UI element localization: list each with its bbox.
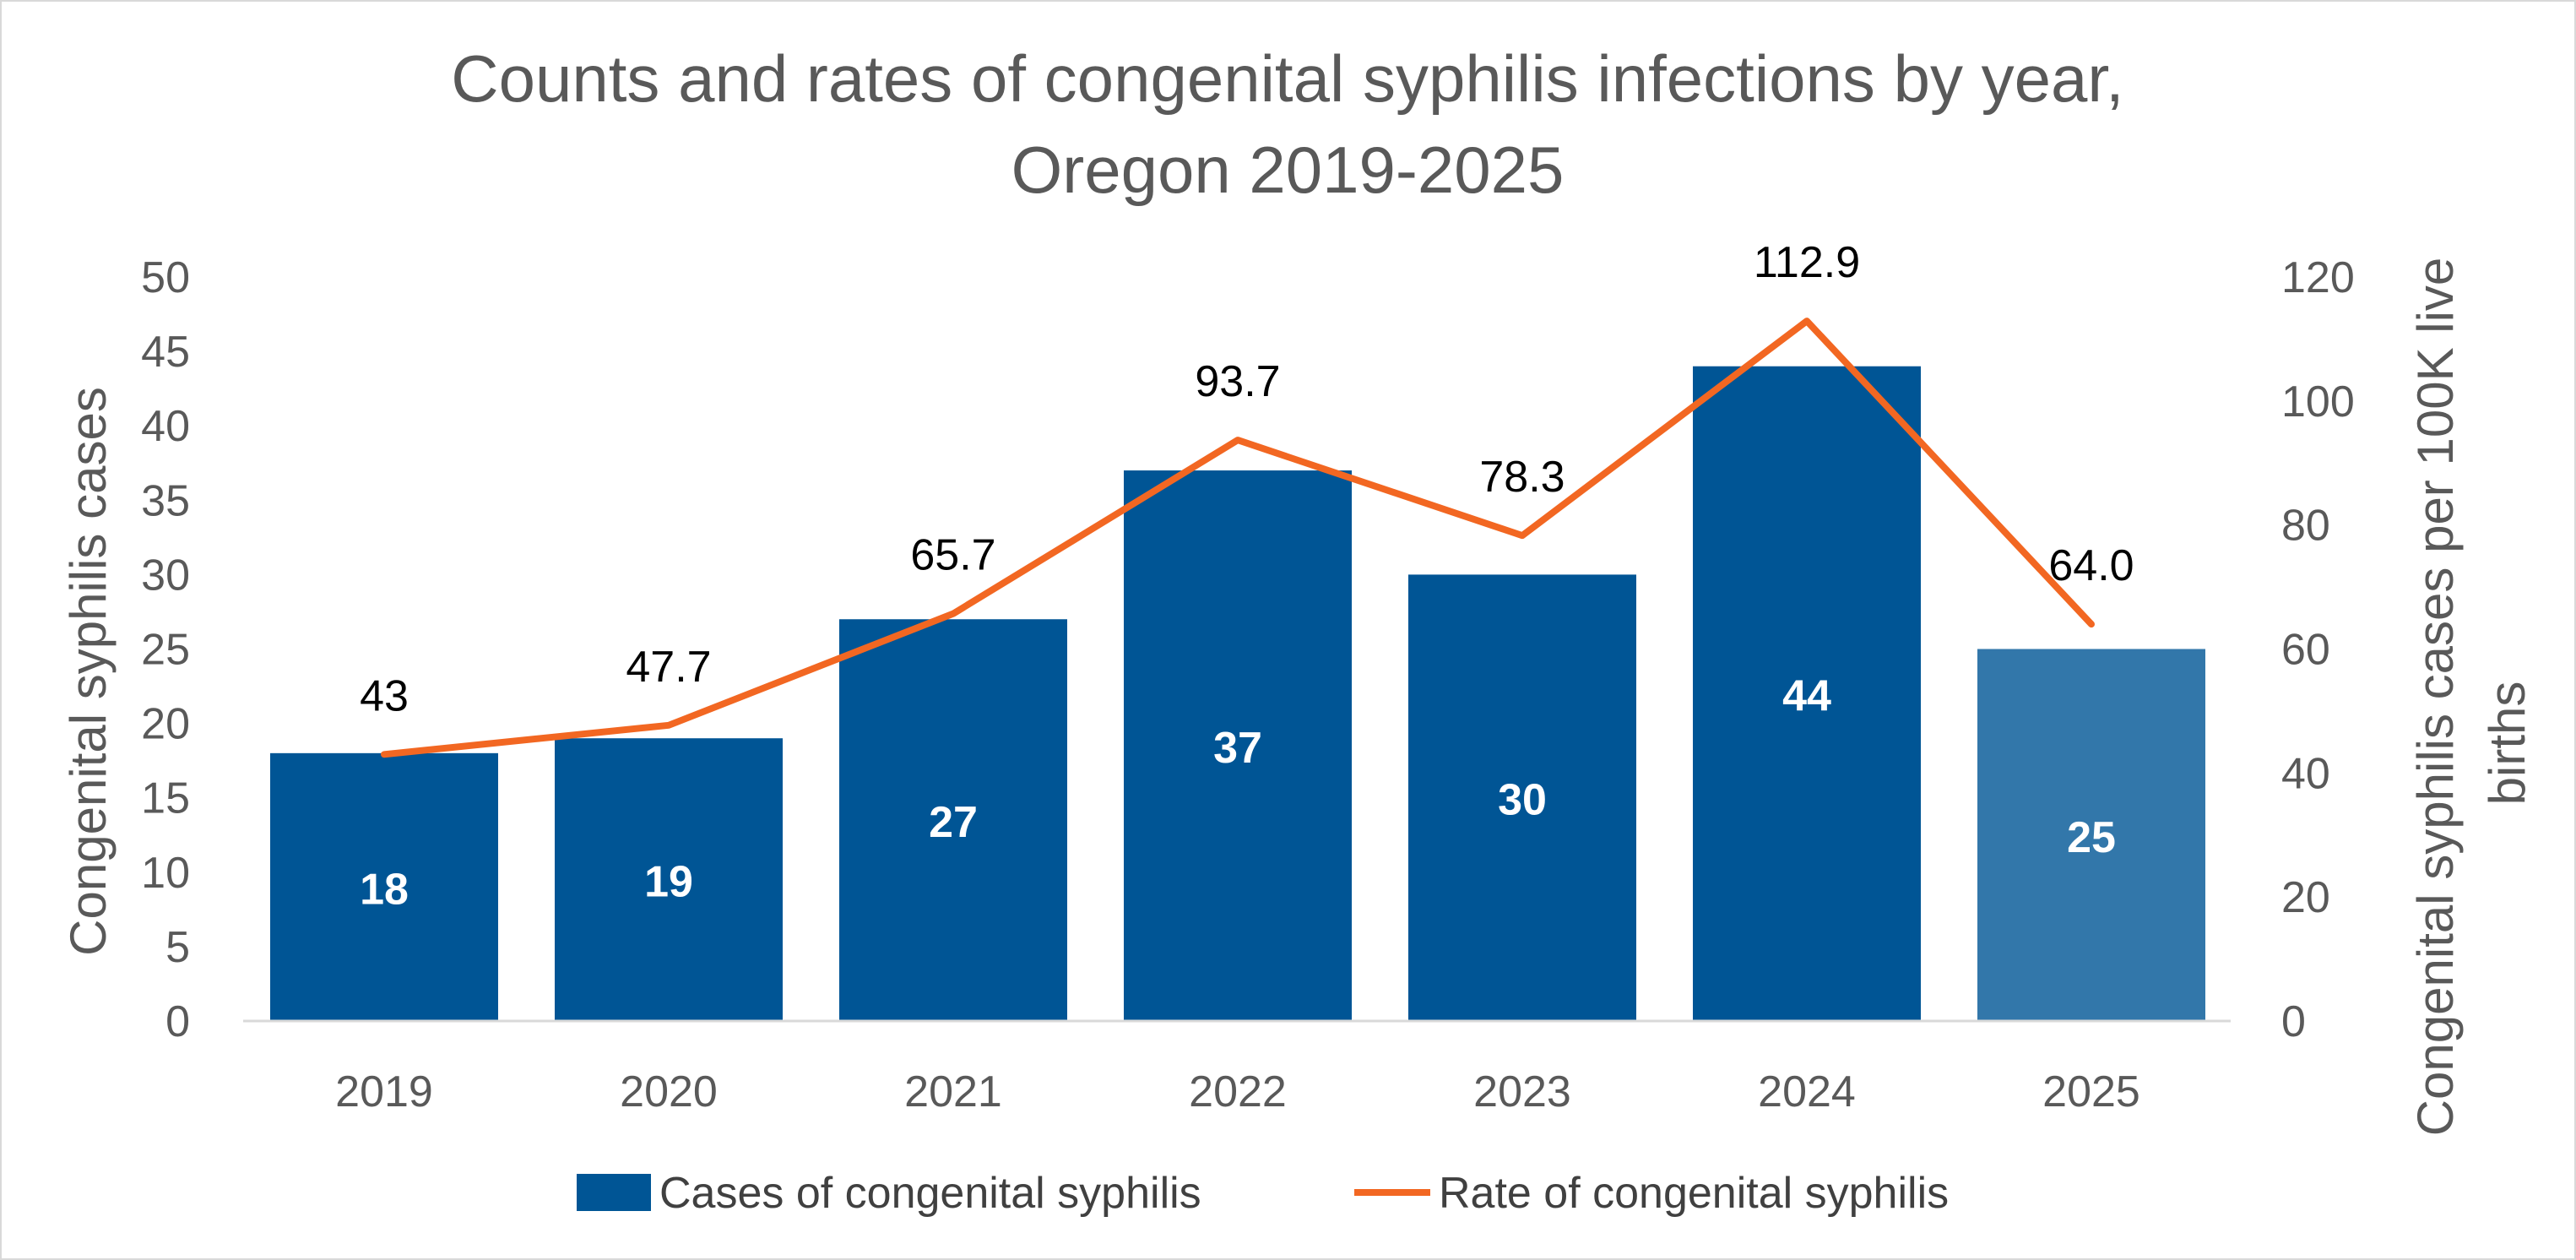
bar-2022 (1124, 470, 1352, 1021)
y-left-tick-label: 10 (141, 849, 190, 898)
bar-2025 (1977, 649, 2205, 1021)
rate-value-label: 43 (360, 671, 409, 720)
y-left-tick-label: 20 (141, 700, 190, 749)
x-tick-label: 2025 (2042, 1067, 2140, 1116)
bar-data-labels: 18 19 27 37 30 44 25 (360, 671, 2116, 914)
bar-value-label: 44 (1782, 671, 1831, 720)
rate-value-label: 47.7 (626, 643, 711, 692)
x-tick-label: 2024 (1758, 1067, 1856, 1116)
legend-swatch-cases (577, 1174, 651, 1211)
rate-line (381, 318, 2095, 758)
x-tick-label: 2019 (335, 1067, 433, 1116)
bar-value-label: 19 (644, 858, 693, 907)
rate-value-label: 64.0 (2048, 541, 2134, 590)
legend-label-cases: Cases of congenital syphilis (659, 1169, 1201, 1218)
legend: Cases of congenital syphilis Rate of con… (577, 1169, 1949, 1218)
y-left-tick-label: 15 (141, 774, 190, 823)
y-right-tick-label: 0 (2281, 997, 2306, 1046)
y-axis-title-left: Congenital syphilis cases (60, 387, 117, 956)
y-left-tick-label: 35 (141, 476, 190, 525)
bar-2023 (1408, 574, 1636, 1021)
x-tick-label: 2022 (1189, 1067, 1287, 1116)
bar-value-label: 18 (360, 865, 409, 914)
rate-value-label: 65.7 (910, 531, 995, 580)
x-tick-label: 2021 (904, 1067, 1002, 1116)
rate-value-label: 78.3 (1479, 453, 1565, 502)
y-left-tick-label: 25 (141, 626, 190, 675)
legend-label-rate: Rate of congenital syphilis (1439, 1169, 1949, 1218)
y-axis-title-right-line-1: Congenital syphilis cases per 100K live (2407, 258, 2464, 1137)
y-right-tick-label: 40 (2281, 749, 2330, 798)
y-left-tick-label: 5 (165, 923, 190, 972)
y-axis-right-ticks: 0 20 40 60 80 100 120 (2281, 253, 2355, 1046)
y-right-tick-label: 60 (2281, 626, 2330, 675)
bar-value-label: 30 (1498, 776, 1547, 825)
y-left-tick-label: 30 (141, 551, 190, 600)
line-data-labels: 43 47.7 65.7 93.7 78.3 112.9 64.0 (360, 238, 2134, 720)
chart-title-line-1: Counts and rates of congenital syphilis … (451, 41, 2123, 116)
y-right-tick-label: 80 (2281, 502, 2330, 551)
bar-2020 (555, 738, 783, 1021)
rate-value-label: 112.9 (1754, 238, 1860, 287)
x-tick-label: 2023 (1473, 1067, 1571, 1116)
bar-2019 (270, 752, 498, 1021)
x-axis-ticks: 2019 2020 2021 2022 2023 2024 2025 (335, 1067, 2140, 1116)
chart-title-line-2: Oregon 2019-2025 (1011, 133, 1565, 207)
y-right-tick-label: 20 (2281, 873, 2330, 922)
y-axis-title-right-line-2: births (2479, 682, 2535, 806)
y-left-tick-label: 0 (165, 997, 190, 1046)
bar-series (270, 366, 2205, 1022)
y-left-tick-label: 50 (141, 253, 190, 302)
y-axis-left-ticks: 0 5 10 15 20 25 30 35 40 45 50 (141, 253, 190, 1046)
x-tick-label: 2020 (620, 1067, 718, 1116)
line-series (381, 318, 2095, 758)
bar-value-label: 25 (2067, 813, 2116, 862)
bar-2024 (1693, 366, 1921, 1022)
y-right-tick-label: 100 (2281, 377, 2355, 426)
rate-value-label: 93.7 (1195, 357, 1280, 406)
y-right-tick-label: 120 (2281, 253, 2355, 302)
bar-value-label: 27 (929, 798, 978, 847)
y-left-tick-label: 40 (141, 402, 190, 451)
bar-value-label: 37 (1213, 724, 1262, 773)
bar-2021 (839, 619, 1067, 1021)
y-left-tick-label: 45 (141, 328, 190, 377)
